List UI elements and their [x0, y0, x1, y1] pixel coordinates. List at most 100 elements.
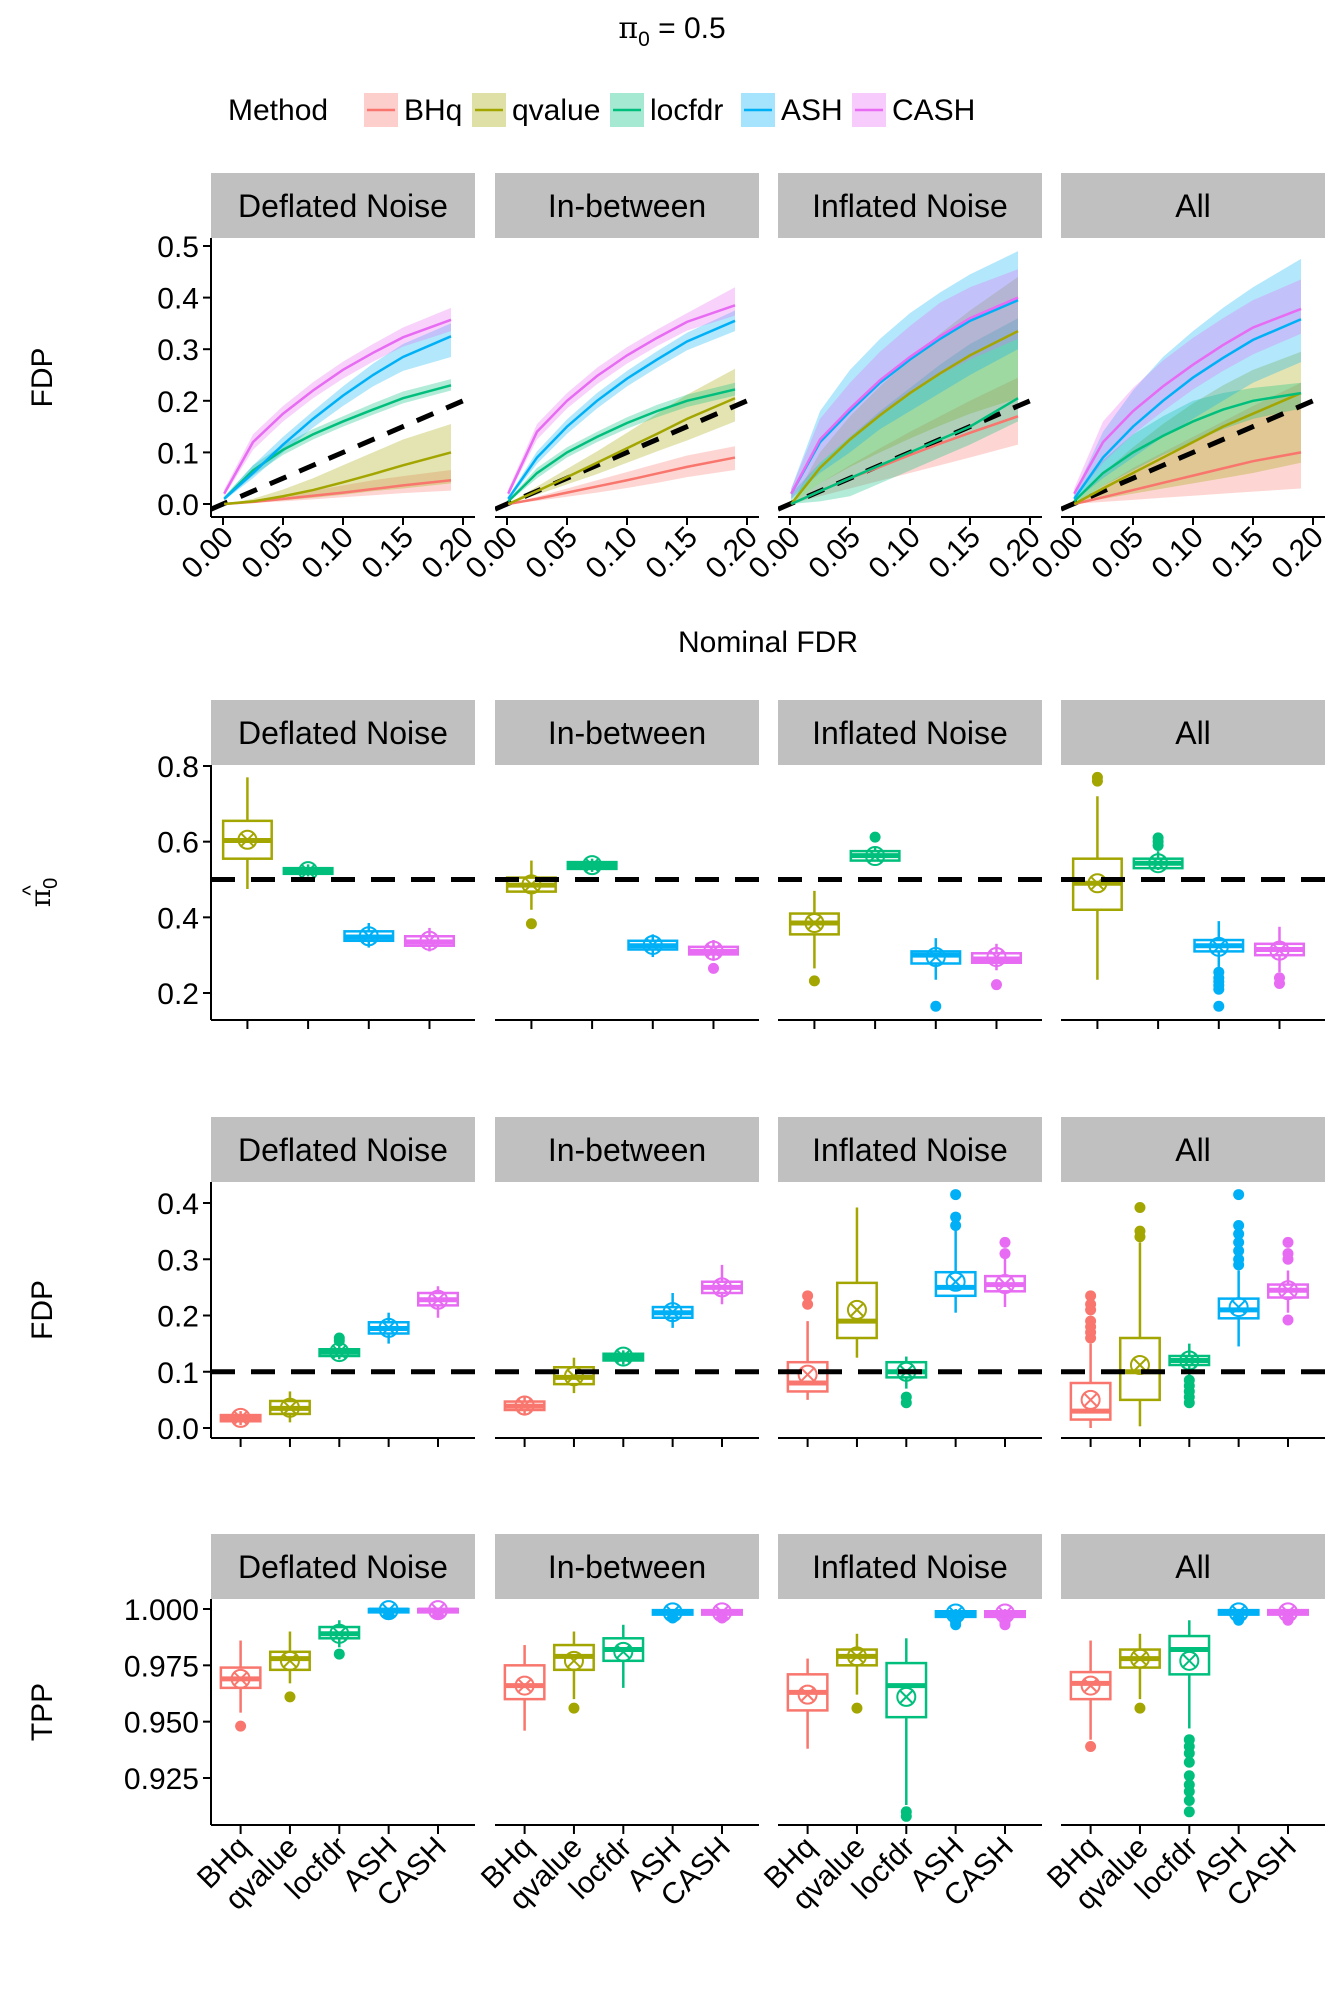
outlier-point [1183, 1786, 1195, 1798]
box-locfdr [602, 1624, 645, 1688]
plot-area [1069, 1602, 1309, 1818]
facet-strip [495, 1117, 759, 1182]
legend-item-bhq: BHq [364, 93, 462, 127]
mean-marker-cross [664, 1304, 681, 1320]
outlier-point [284, 1691, 296, 1703]
mean-marker [1277, 1280, 1298, 1301]
plot-area [1071, 771, 1306, 1012]
mean-marker [865, 846, 886, 867]
facet-strip [495, 1534, 759, 1599]
y-tick-label: 0.8 [157, 751, 199, 784]
box-locfdr [885, 1638, 928, 1822]
series-line-bhq [1073, 451, 1302, 506]
y-tick-label: 0.3 [157, 334, 199, 367]
mean-marker [1228, 1602, 1249, 1623]
outlier-point [1213, 1000, 1225, 1012]
outlier-point [1085, 1290, 1097, 1302]
box-bhq [1069, 1640, 1112, 1752]
mean-marker-cross [645, 937, 661, 953]
outlier-point [1091, 775, 1103, 787]
box-body [934, 1270, 977, 1298]
mean-marker [711, 1277, 732, 1298]
box-cash [1267, 1602, 1309, 1626]
mean-marker [358, 926, 379, 947]
mean-marker [797, 1684, 818, 1705]
mean-marker [1129, 1648, 1150, 1669]
outlier-point [869, 831, 881, 843]
box-locfdr [282, 861, 334, 882]
series-line-ash [1073, 318, 1302, 500]
outlier-point [1233, 1253, 1245, 1265]
legend-label: locfdr [650, 94, 723, 127]
box-body [503, 1664, 546, 1701]
box-locfdr [1132, 832, 1184, 874]
box-bhq [503, 1645, 546, 1731]
outlier-point [1183, 1806, 1195, 1818]
mean-marker [846, 1299, 867, 1320]
box-cash [1267, 1236, 1309, 1326]
outlier-point [1282, 1614, 1294, 1626]
outlier-point [1273, 978, 1285, 990]
mean-marker-cross [566, 1653, 582, 1669]
outlier-point [950, 1220, 962, 1231]
mean-marker [804, 913, 825, 934]
mean-marker-cross [1181, 1352, 1198, 1369]
mean-marker [329, 1342, 350, 1363]
facet-strip-label: Inflated Noise [812, 1549, 1008, 1585]
mean-marker-cross [799, 1366, 816, 1383]
mean-marker-cross [898, 1689, 915, 1705]
box-bhq [503, 1395, 546, 1416]
mean-marker-cross [849, 1302, 865, 1318]
ribbon-qvalue [791, 276, 1018, 504]
mean-marker [662, 1302, 683, 1323]
box-body [1168, 1634, 1211, 1676]
outlier-point [1282, 1236, 1294, 1248]
box-ash [1217, 1189, 1260, 1347]
figure-title: π0 = 0.5 [618, 11, 725, 51]
mean-marker-cross [849, 1648, 865, 1665]
outlier-point [707, 962, 719, 974]
mean-marker-cross [300, 863, 316, 879]
legend-label: CASH [892, 94, 975, 127]
mean-marker-cross [239, 832, 256, 848]
facet-strip-label: Deflated Noise [238, 188, 448, 224]
mean-marker-cross [282, 1400, 298, 1416]
facet-strip [778, 700, 1042, 765]
box-cash [403, 927, 456, 952]
mean-marker [563, 1650, 584, 1671]
mean-marker-cross [282, 1653, 298, 1669]
mean-marker-cross [380, 1320, 397, 1336]
facet-strip [1061, 700, 1325, 765]
y-tick-label: 0.950 [124, 1707, 199, 1740]
box-bhq [786, 1658, 829, 1749]
outlier-point [950, 1211, 962, 1223]
box-ash [651, 1602, 694, 1624]
plot-area [503, 1264, 743, 1416]
series-line-cash [790, 296, 1019, 495]
mean-marker-cross [1280, 1604, 1296, 1621]
box-locfdr [318, 1620, 361, 1660]
mean-marker-cross [705, 942, 722, 959]
y-axis-label: π0 [24, 878, 62, 908]
outlier-point [1134, 1225, 1146, 1237]
facet-strip-label: Inflated Noise [812, 715, 1008, 751]
mean-marker [797, 1364, 818, 1385]
facet-strip [778, 1117, 1042, 1182]
outlier-point [333, 1332, 345, 1344]
mean-marker-cross [1082, 1392, 1099, 1408]
mean-marker [1129, 1355, 1150, 1375]
panel-inflated-noise: Inflated Noise [778, 1117, 1042, 1447]
mean-marker [711, 1602, 732, 1623]
box-cash [701, 1264, 743, 1305]
plot-area [219, 1600, 459, 1732]
outlier-point [568, 1702, 580, 1714]
ribbon-cash [508, 287, 735, 497]
box-ash [367, 1312, 410, 1344]
mean-marker-cross [1082, 1677, 1099, 1694]
series-line-locfdr [790, 397, 1019, 506]
box-locfdr [849, 831, 901, 867]
legend-title: Method [228, 94, 328, 127]
box-ash [343, 923, 395, 948]
